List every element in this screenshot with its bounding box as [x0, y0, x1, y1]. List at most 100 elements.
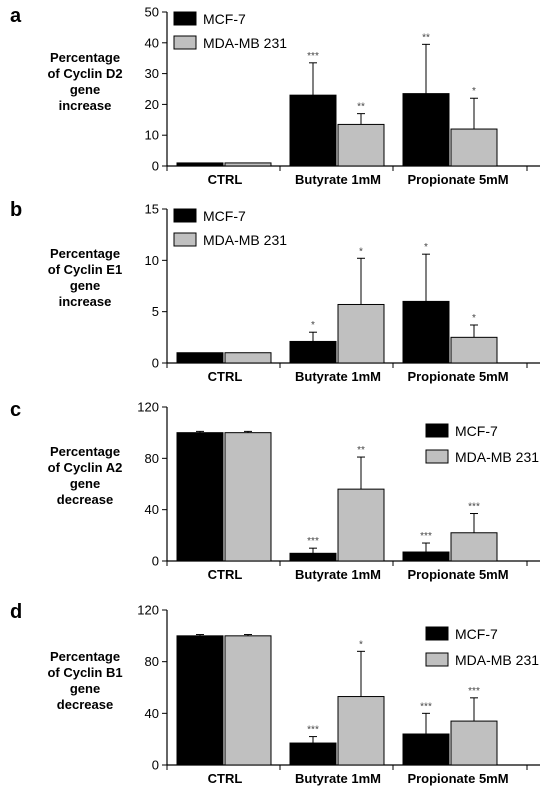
legend-swatch [173, 11, 197, 26]
significance-label: *** [307, 51, 319, 62]
bar [402, 733, 450, 766]
y-tick-label: 0 [152, 356, 159, 371]
y-axis-label-line: of Cyclin A2 [48, 460, 123, 475]
bar [289, 94, 337, 167]
y-tick-label: 20 [145, 97, 159, 112]
y-axis-label-line: Percentage [50, 50, 120, 65]
legend-swatch [173, 35, 197, 50]
legend-label: MCF-7 [203, 11, 246, 27]
y-axis-label-line: of Cyclin D2 [47, 66, 122, 81]
y-axis-label-line: gene [70, 278, 100, 293]
y-axis-label-line: increase [59, 294, 112, 309]
significance-label: *** [420, 531, 432, 542]
panel-letter: a [10, 5, 22, 27]
x-category-label: CTRL [208, 567, 243, 582]
y-axis-label-line: Percentage [50, 649, 120, 664]
significance-label: *** [420, 701, 432, 712]
significance-label: ** [422, 32, 430, 43]
significance-label: * [359, 246, 363, 257]
bar [176, 635, 224, 766]
significance-label: * [472, 86, 476, 97]
y-axis-label-line: gene [70, 681, 100, 696]
bar [402, 551, 450, 562]
bar [402, 93, 450, 167]
significance-label: *** [307, 725, 319, 736]
bar [450, 532, 498, 562]
significance-label: *** [307, 536, 319, 547]
panel-letter: b [10, 199, 22, 221]
y-tick-label: 0 [152, 554, 159, 569]
significance-label: * [472, 313, 476, 324]
y-tick-label: 0 [152, 758, 159, 773]
significance-label: ** [357, 445, 365, 456]
bar [289, 340, 337, 364]
significance-label: ** [357, 102, 365, 113]
x-category-label: CTRL [208, 172, 243, 187]
legend-swatch [173, 208, 197, 223]
bar [224, 352, 272, 364]
legend-swatch [425, 652, 449, 667]
bar [402, 300, 450, 364]
bar [450, 336, 498, 364]
y-tick-label: 80 [145, 451, 159, 466]
bar [450, 128, 498, 167]
bar [176, 162, 224, 167]
x-category-label: Butyrate 1mM [295, 172, 381, 187]
y-axis-label-line: decrease [57, 697, 113, 712]
y-tick-label: 5 [152, 304, 159, 319]
bar [176, 432, 224, 562]
significance-label: *** [468, 502, 480, 513]
y-tick-label: 80 [145, 654, 159, 669]
bar [337, 696, 385, 766]
bar [289, 742, 337, 766]
x-category-label: Propionate 5mM [407, 172, 508, 187]
panel-letter: d [10, 601, 22, 623]
bar [176, 352, 224, 364]
x-category-label: CTRL [208, 369, 243, 384]
y-tick-label: 120 [137, 603, 159, 618]
y-tick-label: 15 [145, 202, 159, 217]
y-tick-label: 50 [145, 5, 159, 20]
legend-label: MCF-7 [455, 423, 498, 439]
legend-label: MDA-MB 231 [203, 232, 287, 248]
y-axis-label-line: of Cyclin E1 [48, 262, 122, 277]
y-axis-label-line: gene [70, 82, 100, 97]
bar [337, 123, 385, 167]
y-tick-label: 120 [137, 400, 159, 415]
legend-label: MCF-7 [203, 208, 246, 224]
y-axis-label-line: of Cyclin B1 [47, 665, 122, 680]
significance-label: * [311, 320, 315, 331]
bar [450, 720, 498, 766]
legend-label: MDA-MB 231 [455, 652, 539, 668]
bar [224, 432, 272, 562]
x-category-label: CTRL [208, 771, 243, 786]
bar [224, 162, 272, 167]
y-axis-label-line: Percentage [50, 444, 120, 459]
y-tick-label: 0 [152, 159, 159, 174]
legend-label: MDA-MB 231 [455, 449, 539, 465]
x-category-label: Propionate 5mM [407, 369, 508, 384]
x-category-label: Butyrate 1mM [295, 369, 381, 384]
y-axis-label-line: increase [59, 98, 112, 113]
y-tick-label: 40 [145, 706, 159, 721]
y-tick-label: 10 [145, 128, 159, 143]
y-axis-label-line: gene [70, 476, 100, 491]
significance-label: * [424, 242, 428, 253]
x-category-label: Butyrate 1mM [295, 771, 381, 786]
y-tick-label: 40 [145, 502, 159, 517]
significance-label: * [359, 639, 363, 650]
legend-swatch [425, 626, 449, 641]
bar [289, 552, 337, 562]
significance-label: *** [468, 686, 480, 697]
x-category-label: Propionate 5mM [407, 567, 508, 582]
bar [337, 488, 385, 562]
x-category-label: Butyrate 1mM [295, 567, 381, 582]
panel-letter: c [10, 399, 21, 421]
y-tick-label: 30 [145, 66, 159, 81]
bar [337, 303, 385, 364]
